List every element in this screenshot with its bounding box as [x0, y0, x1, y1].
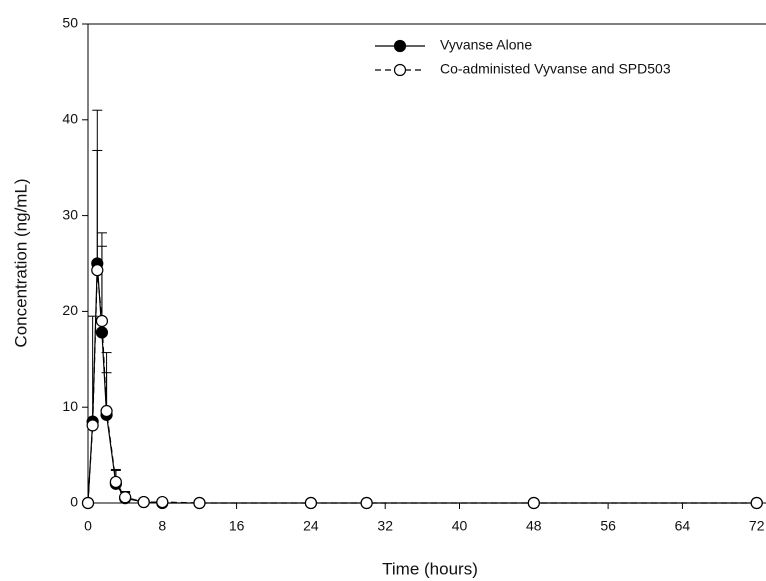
y-tick-label: 0: [70, 494, 78, 510]
error-bar: [92, 149, 103, 271]
marker: [360, 496, 373, 510]
series-line: [87, 270, 757, 504]
marker: [527, 496, 540, 510]
marker: [750, 496, 763, 510]
legend-marker: [393, 39, 407, 53]
x-tick-label: 0: [84, 518, 92, 534]
error-bar: [101, 372, 112, 412]
y-tick-label: 50: [62, 15, 78, 31]
marker: [137, 495, 150, 509]
marker: [109, 475, 122, 489]
x-axis-title: Time (hours): [382, 559, 478, 578]
x-tick-label: 72: [749, 518, 765, 534]
x-tick-label: 48: [526, 518, 542, 534]
marker: [86, 419, 99, 432]
x-tick-label: 8: [158, 518, 166, 534]
x-tick-label: 16: [229, 518, 245, 534]
marker: [156, 495, 169, 509]
x-tick-label: 64: [675, 518, 691, 534]
marker: [95, 326, 109, 339]
marker: [100, 404, 113, 418]
marker: [193, 496, 206, 510]
legend-label: Co-administed Vyvanse and SPD503: [440, 61, 671, 77]
marker: [95, 314, 109, 328]
marker: [304, 496, 318, 510]
marker: [81, 496, 95, 510]
y-tick-label: 30: [62, 206, 78, 222]
y-tick-label: 40: [62, 111, 78, 127]
error-bar: [96, 232, 107, 321]
y-axis-title: Concentration (ng/mL): [11, 178, 30, 347]
y-tick-label: 20: [62, 302, 78, 318]
marker: [119, 491, 132, 504]
y-tick-label: 10: [62, 398, 78, 414]
legend-marker: [393, 63, 407, 77]
series-line: [87, 263, 757, 504]
marker: [91, 264, 104, 277]
x-tick-label: 24: [303, 518, 319, 534]
x-tick-label: 56: [600, 518, 616, 534]
legend-label: Vyvanse Alone: [440, 37, 532, 53]
x-tick-label: 32: [377, 518, 393, 534]
x-tick-label: 40: [452, 518, 468, 534]
